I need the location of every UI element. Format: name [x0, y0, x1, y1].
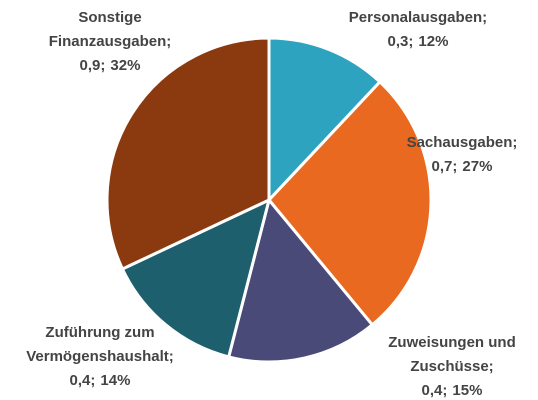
percent-label: 12%	[418, 33, 448, 50]
value-label: 0,3; 12%	[388, 33, 449, 50]
pie-slice	[105, 36, 271, 271]
value-label: 0,4; 14%	[70, 372, 131, 389]
percent-label: 15%	[452, 382, 482, 399]
data-label: Sachausgaben; 0,7; 27%	[407, 134, 518, 175]
percent-label: 32%	[110, 57, 140, 74]
amount-label: 0,4;	[422, 382, 448, 399]
category-line: Vermögenshaushalt;	[26, 348, 174, 365]
amount-label: 0,3;	[388, 33, 414, 50]
category-line: Zuführung zum	[45, 324, 154, 341]
pie-slice	[226, 196, 375, 364]
value-label: 0,9; 32%	[80, 57, 141, 74]
category-label: Zuführung zum Vermögenshaushalt;	[26, 324, 174, 365]
category-label: Personalausgaben;	[349, 9, 487, 26]
category-label: Sonstige Finanzausgaben;	[49, 9, 172, 50]
amount-label: 0,4;	[70, 372, 96, 389]
category-label: Zuweisungen und Zuschüsse;	[388, 334, 516, 375]
category-line: Sonstige	[78, 9, 141, 26]
value-label: 0,4; 15%	[422, 382, 483, 399]
category-line: Zuweisungen und	[388, 334, 516, 351]
data-label: Zuweisungen und Zuschüsse; 0,4; 15%	[388, 334, 516, 399]
pie-slice	[120, 197, 272, 359]
data-label: Personalausgaben; 0,3; 12%	[349, 9, 487, 50]
amount-label: 0,7;	[432, 158, 458, 175]
pie-slice	[267, 79, 433, 327]
data-label: Sonstige Finanzausgaben; 0,9; 32%	[49, 9, 172, 74]
amount-label: 0,9;	[80, 57, 106, 74]
category-line: Zuschüsse;	[410, 358, 493, 375]
percent-label: 27%	[462, 158, 492, 175]
value-label: 0,7; 27%	[432, 158, 493, 175]
percent-label: 14%	[100, 372, 130, 389]
pie-slice	[267, 36, 383, 204]
category-line: Finanzausgaben;	[49, 33, 172, 50]
category-label: Sachausgaben;	[407, 134, 518, 151]
data-label: Zuführung zum Vermögenshaushalt; 0,4; 14%	[26, 324, 174, 389]
